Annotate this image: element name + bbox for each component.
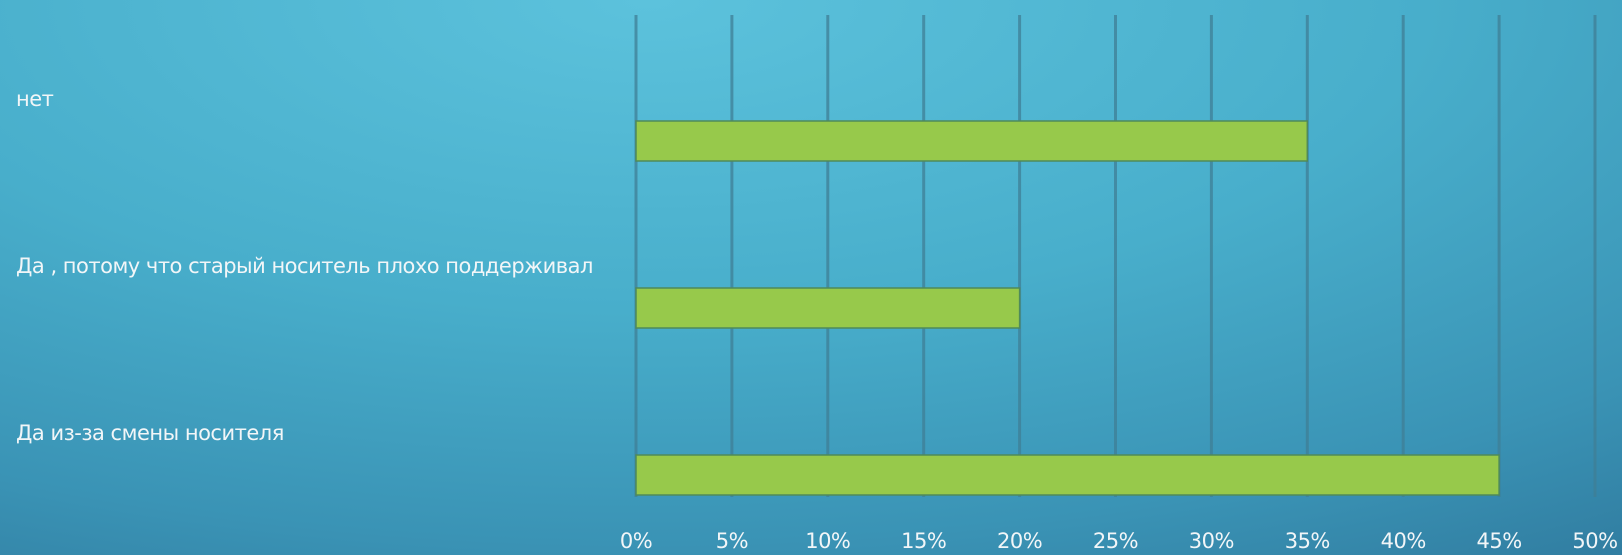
x-axis-tick-labels: 0% 5% 10% 15% 20% 25% 30% 35% 40% 45% 50% [620,529,1618,553]
category-label: нет [16,87,54,111]
x-tick-label: 50% [1572,529,1617,553]
bar-0 [636,121,1307,161]
bar-1 [636,288,1020,328]
x-tick-label: 10% [805,529,850,553]
category-label: Да из-за смены носителя [16,421,284,445]
x-tick-label: 15% [901,529,946,553]
bar-2 [636,455,1499,495]
x-tick-label: 40% [1381,529,1426,553]
x-tick-label: 30% [1189,529,1234,553]
vertical-gridlines [636,15,1595,497]
x-tick-label: 35% [1285,529,1330,553]
x-tick-label: 5% [716,529,748,553]
x-tick-label: 0% [620,529,652,553]
x-tick-label: 25% [1093,529,1138,553]
category-labels: нет Да , потому что старый носитель плохо… [16,87,593,445]
bars [636,121,1499,495]
x-tick-label: 45% [1477,529,1522,553]
x-tick-label: 20% [997,529,1042,553]
category-label: Да , потому что старый носитель плохо по… [16,254,593,278]
